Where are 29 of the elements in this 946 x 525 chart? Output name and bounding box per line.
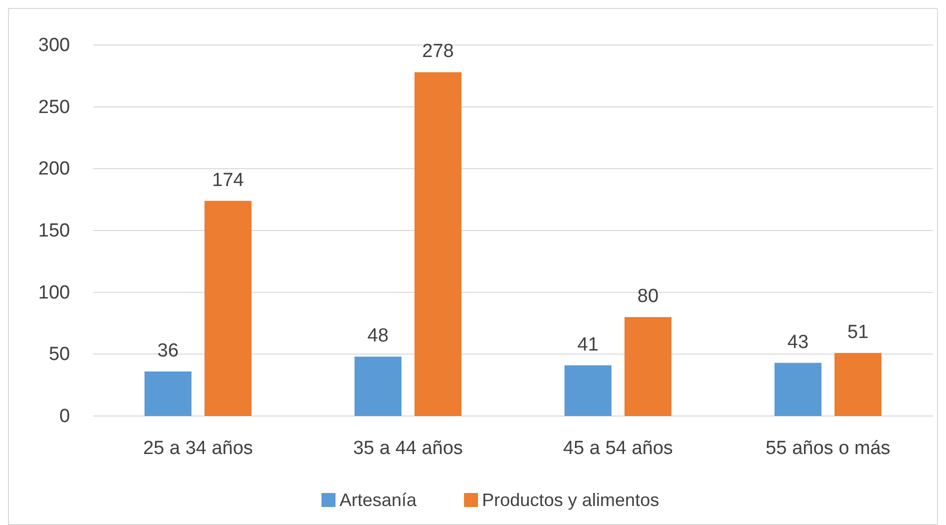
data-label: 41 [577,334,599,356]
y-tick-label: 200 [38,158,70,180]
data-label: 80 [637,286,659,308]
bar [564,365,612,416]
bar [834,352,882,416]
x-tick-label: 35 a 44 años [353,438,463,459]
data-label: 43 [787,332,809,353]
y-tick-label: 50 [48,344,70,366]
bar [774,362,822,416]
y-tick-label: 300 [38,35,70,56]
data-label: 278 [422,41,454,62]
x-tick-label: 45 a 54 años [563,438,673,459]
y-tick-label: 250 [38,96,70,118]
bar [204,200,252,416]
legend-label: Productos y alimentos [482,490,660,510]
bar [144,371,192,416]
data-label: 36 [157,340,179,362]
y-tick-label: 150 [38,220,70,242]
bar [354,356,402,416]
x-tick-label: 25 a 34 años [143,438,253,459]
data-label: 51 [847,322,869,343]
bar [624,317,672,416]
data-label: 48 [367,326,389,347]
y-tick-label: 100 [38,282,70,304]
bar [414,72,462,416]
y-tick-label: 0 [59,406,70,427]
data-label: 174 [212,170,244,191]
legend-label: Artesanía [340,490,418,510]
x-tick-label: 55 años o más [766,438,890,459]
